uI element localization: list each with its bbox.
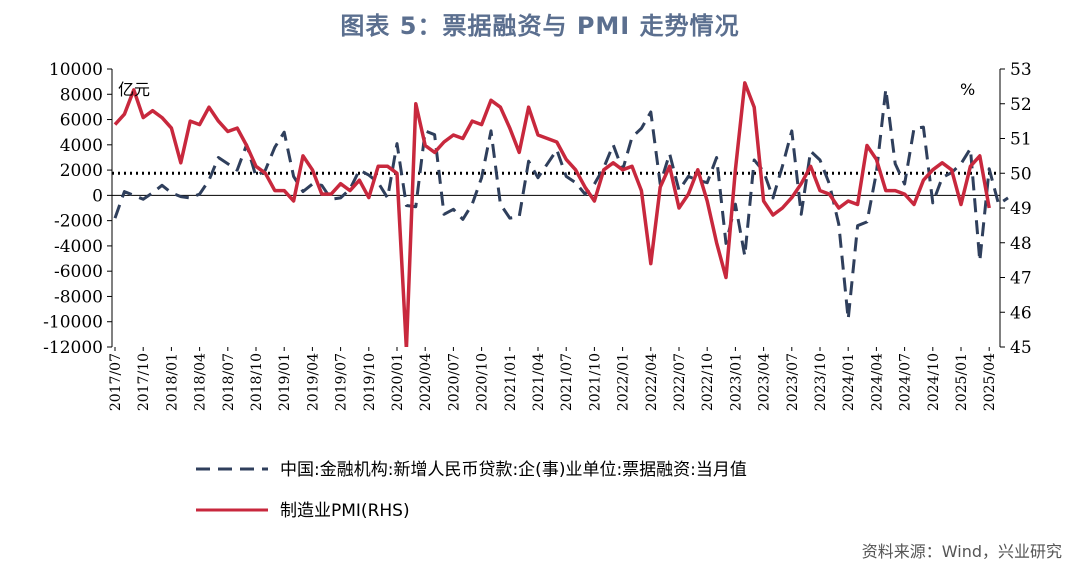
x-tick-label: 2024/10 xyxy=(926,353,942,411)
x-tick-label: 2025/01 xyxy=(954,353,970,411)
legend-label-pmi: 制造业PMI(RHS) xyxy=(280,501,410,521)
x-tick-label: 2018/07 xyxy=(221,353,237,411)
right-tick-label: 52 xyxy=(1010,95,1032,115)
series-layer xyxy=(113,81,1009,347)
legend: 中国:金融机构:新增人民币贷款:企(事)业单位:票据融资:当月值 制造业PMI(… xyxy=(196,460,747,521)
axes-layer xyxy=(107,68,1005,351)
x-tick-label: 2019/10 xyxy=(362,353,378,411)
x-tick-label: 2024/07 xyxy=(898,353,914,411)
x-tick-label: 2025/04 xyxy=(982,353,998,411)
left-tick-label: -10000 xyxy=(43,313,103,333)
x-tick-label: 2022/07 xyxy=(672,353,688,411)
source-note: 资料来源：Wind，兴业研究 xyxy=(861,542,1062,561)
right-tick-label: 48 xyxy=(1010,234,1032,254)
right-tick-label: 53 xyxy=(1010,60,1032,80)
series-line-pmi xyxy=(113,81,991,347)
series-line-bill-financing xyxy=(113,87,1009,321)
x-tick-label: 2019/04 xyxy=(305,353,321,411)
right-tick-label: 51 xyxy=(1010,130,1032,150)
left-tick-label: -6000 xyxy=(54,262,103,282)
right-tick-label: 47 xyxy=(1010,269,1032,289)
x-tick-label: 2019/07 xyxy=(334,353,350,411)
x-tick-label: 2020/01 xyxy=(390,353,406,411)
x-tick-label: 2017/07 xyxy=(108,353,124,411)
tick-label-layer: -12000 -10000 -8000 -6000 -4000 -2000 0 2000 400… xyxy=(43,60,1031,411)
left-tick-label: -4000 xyxy=(54,237,103,257)
x-tick-label: 2021/01 xyxy=(503,353,519,411)
legend-label-loans: 中国:金融机构:新增人民币贷款:企(事)业单位:票据融资:当月值 xyxy=(280,460,747,480)
x-tick-label: 2017/10 xyxy=(136,353,152,411)
x-tick-label: 2021/04 xyxy=(531,353,547,411)
x-tick-label: 2023/10 xyxy=(813,353,829,411)
left-tick-label: -8000 xyxy=(54,287,103,307)
x-tick-label: 2022/04 xyxy=(644,353,660,411)
x-tick-label: 2024/01 xyxy=(841,353,857,411)
x-tick-label: 2018/01 xyxy=(164,353,180,411)
left-tick-label: -2000 xyxy=(54,212,103,232)
left-tick-label: 6000 xyxy=(60,111,103,131)
right-tick-label: 49 xyxy=(1010,199,1032,219)
x-tick-label: 2020/10 xyxy=(475,353,491,411)
right-tick-label: 50 xyxy=(1010,164,1032,184)
left-tick-label: 4000 xyxy=(60,136,103,156)
x-tick-label: 2021/10 xyxy=(587,353,603,411)
right-axis-unit-label: % xyxy=(960,80,975,99)
x-tick-label: 2019/01 xyxy=(277,353,293,411)
left-axis-unit-label: 亿元 xyxy=(118,80,150,99)
x-tick-label: 2023/07 xyxy=(785,353,801,411)
x-tick-label: 2020/07 xyxy=(446,353,462,411)
x-tick-label: 2023/04 xyxy=(757,353,773,411)
x-tick-label: 2022/10 xyxy=(700,353,716,411)
x-tick-label: 2020/04 xyxy=(418,353,434,411)
x-tick-label: 2024/04 xyxy=(869,353,885,411)
x-tick-label: 2023/01 xyxy=(728,353,744,411)
right-tick-label: 46 xyxy=(1010,303,1032,323)
left-tick-label: -12000 xyxy=(43,338,103,358)
x-tick-label: 2022/01 xyxy=(616,353,632,411)
left-tick-label: 2000 xyxy=(60,161,103,181)
right-tick-label: 45 xyxy=(1010,338,1032,358)
chart-title: 图表 5：票据融资与 PMI 走势情况 xyxy=(340,12,740,40)
x-tick-label: 2018/04 xyxy=(193,353,209,411)
x-tick-label: 2021/07 xyxy=(559,353,575,411)
left-tick-label: 10000 xyxy=(49,60,103,80)
left-tick-label: 0 xyxy=(92,186,103,206)
x-tick-label: 2018/10 xyxy=(249,353,265,411)
left-tick-label: 8000 xyxy=(60,85,103,105)
